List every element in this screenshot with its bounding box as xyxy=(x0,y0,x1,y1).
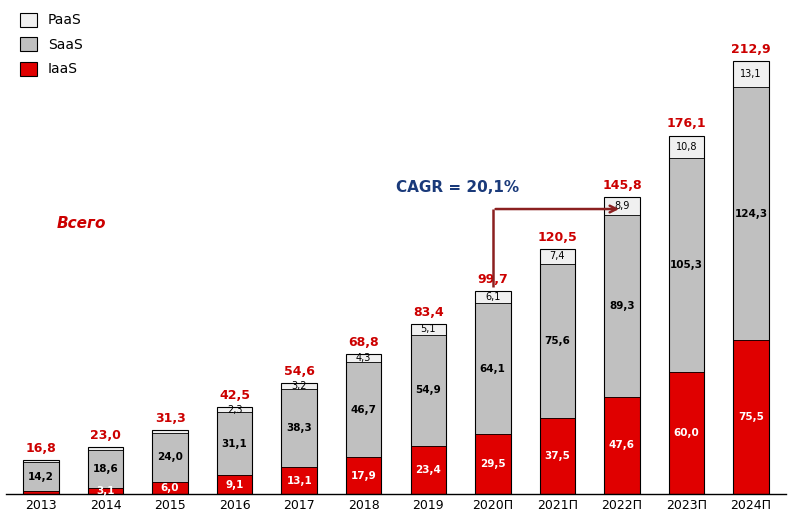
Text: 54,9: 54,9 xyxy=(415,385,441,395)
Text: 38,3: 38,3 xyxy=(287,423,312,433)
Bar xyxy=(217,412,253,476)
Bar xyxy=(152,433,188,482)
Text: 31,3: 31,3 xyxy=(154,412,185,425)
Bar xyxy=(410,335,446,447)
Text: 3,1: 3,1 xyxy=(97,486,115,496)
Text: 75,5: 75,5 xyxy=(738,412,764,422)
Text: 7,4: 7,4 xyxy=(550,251,565,261)
Bar xyxy=(23,491,59,494)
Bar xyxy=(475,434,511,494)
Bar xyxy=(539,249,575,264)
Text: 6,1: 6,1 xyxy=(485,292,501,302)
Bar xyxy=(475,304,511,434)
Text: 29,5: 29,5 xyxy=(480,459,505,469)
Text: 89,3: 89,3 xyxy=(609,301,634,311)
Bar xyxy=(88,450,124,487)
Text: 10,8: 10,8 xyxy=(676,141,697,152)
Bar xyxy=(281,383,317,494)
Bar xyxy=(23,459,59,494)
Bar xyxy=(604,397,640,494)
Text: 14,2: 14,2 xyxy=(28,472,54,482)
Text: 145,8: 145,8 xyxy=(602,179,642,192)
Bar xyxy=(733,61,769,88)
Bar xyxy=(281,390,317,467)
Text: 46,7: 46,7 xyxy=(351,405,377,415)
Bar xyxy=(152,430,188,494)
Bar xyxy=(88,447,124,450)
Text: 54,6: 54,6 xyxy=(284,365,314,378)
Bar xyxy=(604,215,640,397)
Text: 60,0: 60,0 xyxy=(673,428,699,438)
Bar xyxy=(152,482,188,494)
Bar xyxy=(668,372,704,494)
Legend: PaaS, SaaS, IaaS: PaaS, SaaS, IaaS xyxy=(21,12,83,76)
Text: Всего: Всего xyxy=(56,216,106,231)
Text: 24,0: 24,0 xyxy=(157,452,183,462)
Bar xyxy=(604,197,640,215)
Bar xyxy=(475,291,511,304)
Text: 9,1: 9,1 xyxy=(226,480,244,490)
Bar xyxy=(733,88,769,340)
Bar xyxy=(346,457,382,494)
Bar xyxy=(668,157,704,372)
Bar xyxy=(410,447,446,494)
Bar xyxy=(604,197,640,494)
Text: 16,8: 16,8 xyxy=(25,442,56,455)
Bar xyxy=(346,363,382,457)
Bar xyxy=(410,324,446,494)
Bar xyxy=(733,61,769,494)
Text: 212,9: 212,9 xyxy=(731,42,771,55)
Bar xyxy=(475,291,511,494)
Bar xyxy=(217,408,253,494)
Text: 17,9: 17,9 xyxy=(351,471,377,481)
Text: 99,7: 99,7 xyxy=(478,273,508,286)
Text: 31,1: 31,1 xyxy=(222,439,248,449)
Text: 4,3: 4,3 xyxy=(356,353,371,363)
Bar xyxy=(281,467,317,494)
Text: 6,0: 6,0 xyxy=(161,483,179,493)
Text: 18,6: 18,6 xyxy=(93,464,119,473)
Bar xyxy=(539,264,575,418)
Text: 105,3: 105,3 xyxy=(670,260,703,270)
Text: 124,3: 124,3 xyxy=(734,209,767,219)
Text: CAGR = 20,1%: CAGR = 20,1% xyxy=(396,180,519,195)
Text: 68,8: 68,8 xyxy=(348,336,379,349)
Bar xyxy=(88,487,124,494)
Bar xyxy=(733,340,769,494)
Text: 8,9: 8,9 xyxy=(614,202,630,211)
Text: 47,6: 47,6 xyxy=(609,440,635,451)
Bar xyxy=(217,408,253,412)
Bar xyxy=(539,249,575,494)
Text: 13,1: 13,1 xyxy=(741,69,762,79)
Bar xyxy=(410,324,446,335)
Bar xyxy=(217,476,253,494)
Bar xyxy=(23,459,59,463)
Text: 23,0: 23,0 xyxy=(90,429,121,442)
Text: 75,6: 75,6 xyxy=(544,336,570,346)
Text: 37,5: 37,5 xyxy=(544,451,570,461)
Bar xyxy=(539,418,575,494)
Bar xyxy=(668,136,704,157)
Text: 83,4: 83,4 xyxy=(413,306,444,319)
Bar xyxy=(668,136,704,494)
Text: 5,1: 5,1 xyxy=(421,324,436,335)
Text: 3,2: 3,2 xyxy=(291,381,307,391)
Text: 13,1: 13,1 xyxy=(287,476,312,485)
Bar xyxy=(23,463,59,491)
Text: 2,3: 2,3 xyxy=(227,405,242,415)
Bar xyxy=(346,354,382,494)
Text: 23,4: 23,4 xyxy=(415,465,441,475)
Text: 176,1: 176,1 xyxy=(667,118,706,131)
Text: 120,5: 120,5 xyxy=(538,231,577,243)
Text: 64,1: 64,1 xyxy=(480,364,506,373)
Bar xyxy=(281,383,317,390)
Bar xyxy=(346,354,382,363)
Text: 42,5: 42,5 xyxy=(219,390,250,402)
Bar xyxy=(152,430,188,433)
Bar xyxy=(88,447,124,494)
